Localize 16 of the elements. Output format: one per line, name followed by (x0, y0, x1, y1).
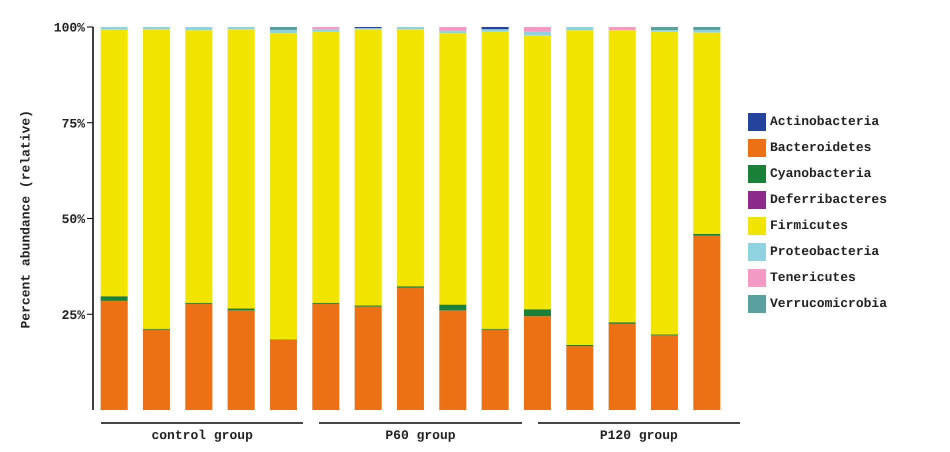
legend-label: Cyanobacteria (770, 166, 872, 181)
text: P60 group (319, 422, 522, 443)
y-tick-label: 25% (62, 308, 86, 323)
legend-label: Firmicutes (770, 218, 848, 233)
y-tick-label: 75% (62, 116, 86, 132)
text: P120 group (538, 422, 740, 443)
legend-label: Deferribacteres (770, 192, 888, 207)
legend-label: Bacteroidetes (770, 140, 872, 155)
y-tick-label: 100% (54, 20, 86, 36)
y-tick-label: 50% (62, 212, 86, 228)
legend-label: Tenericutes (770, 270, 856, 285)
legend-label: Verrucomicrobia (770, 296, 888, 311)
legend-label: Actinobacteria (770, 114, 880, 129)
text: control group (101, 422, 304, 443)
y-axis-title: Percent abundance (relative) (18, 110, 34, 328)
legend-label: Proteobacteria (770, 244, 880, 259)
